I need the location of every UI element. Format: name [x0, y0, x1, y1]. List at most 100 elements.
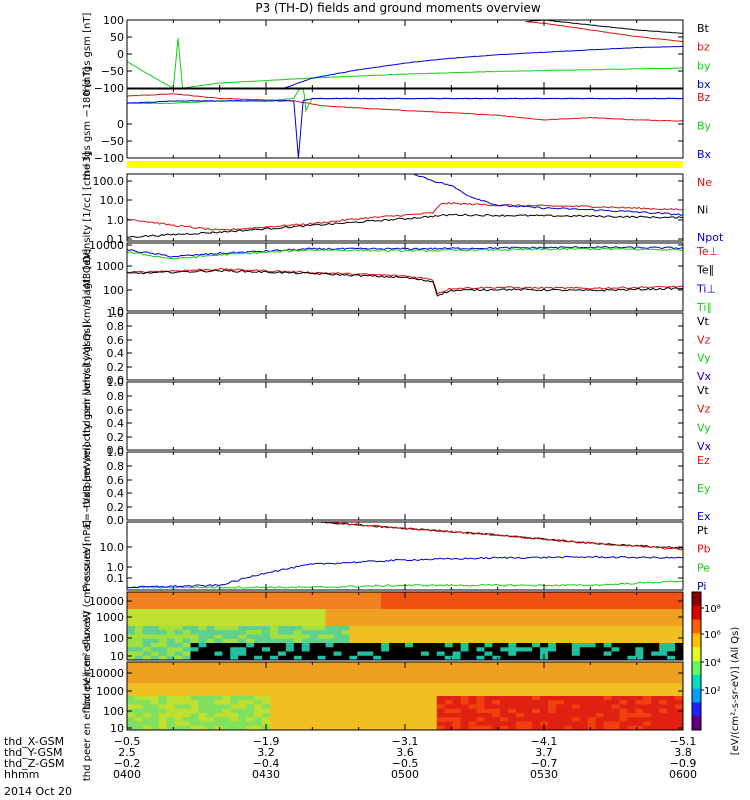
peir_spectrogram-cell — [412, 617, 422, 623]
peer_spectrogram-cell — [349, 725, 358, 731]
peer_spectrogram-cell — [659, 721, 668, 727]
peer_spectrogram-cell — [293, 708, 303, 714]
peer_spectrogram-cell — [357, 708, 366, 714]
peir_spectrogram-cell — [540, 634, 549, 640]
peer_spectrogram-cell — [269, 687, 279, 693]
peir_spectrogram-cell — [675, 630, 684, 635]
time-axis-row-label: thd_Z-GSM — [4, 757, 64, 770]
peer_spectrogram-cell — [293, 700, 303, 705]
peir_spectrogram-cell — [238, 651, 247, 657]
peir_spectrogram-cell — [134, 643, 144, 648]
peir_spectrogram-cell — [150, 604, 160, 610]
peer_spectrogram-cell — [309, 670, 319, 676]
peer_spectrogram-cell — [325, 666, 335, 671]
peer_spectrogram-cell — [627, 704, 636, 710]
peir_spectrogram-cell — [365, 630, 374, 635]
peir_spectrogram-cell — [158, 613, 168, 618]
peer_spectrogram-cell — [571, 662, 581, 667]
time-axis-tick-label: −0.4 — [253, 757, 280, 770]
peir_spectrogram-cell — [420, 643, 430, 648]
peir_spectrogram-cell — [365, 609, 374, 614]
peir_spectrogram-cell — [309, 617, 319, 623]
peer_spectrogram-cell — [293, 666, 303, 671]
peer_spectrogram-cell — [444, 696, 454, 701]
peer_spectrogram-cell — [603, 666, 613, 671]
peer_spectrogram-cell — [484, 696, 493, 701]
peir_spectrogram-cell — [309, 596, 319, 601]
peer_spectrogram-cell — [611, 674, 620, 680]
peer_spectrogram-cell — [381, 670, 390, 676]
peir_spectrogram-cell — [468, 647, 477, 652]
peir_spectrogram-cell — [619, 596, 628, 601]
peer_spectrogram-cell — [476, 725, 485, 731]
peir_spectrogram-cell — [333, 617, 342, 623]
peer_spectrogram-cell — [444, 662, 454, 667]
peir_spectrogram-cell — [412, 651, 422, 657]
peir_spectrogram-cell — [365, 634, 374, 640]
peer_spectrogram-cell — [325, 662, 335, 667]
peer_spectrogram-cell — [627, 725, 636, 731]
peir_spectrogram-cell — [254, 596, 263, 601]
peer_spectrogram-cell — [174, 704, 184, 710]
peir_spectrogram-cell — [381, 617, 390, 623]
peir_spectrogram-cell — [333, 651, 342, 657]
peir_spectrogram-cell — [349, 655, 358, 661]
peir_spectrogram-cell — [420, 621, 430, 627]
peer_spectrogram-cell — [222, 679, 231, 684]
peer_spectrogram-cell — [460, 708, 470, 714]
peer_spectrogram-cell — [309, 687, 319, 693]
peir_spectrogram-cell — [214, 621, 223, 627]
peer_spectrogram-cell — [675, 674, 684, 680]
peer_spectrogram-cell — [659, 708, 668, 714]
peer_spectrogram-cell — [269, 674, 279, 680]
peir_spectrogram-cell — [238, 655, 247, 661]
peir_spectrogram-cell — [651, 626, 660, 631]
peer_spectrogram-cell — [349, 713, 358, 718]
peir_spectrogram-cell — [571, 617, 581, 623]
peir_spectrogram-cell — [452, 600, 462, 606]
peer_spectrogram-cell — [150, 696, 160, 701]
peir_spectrogram-cell — [595, 621, 605, 627]
peir_spectrogram-cell — [238, 596, 247, 601]
fgs-legend-bz: bz — [697, 41, 710, 54]
peer_spectrogram-cell — [405, 696, 414, 701]
peer_spectrogram-cell — [269, 713, 279, 718]
peir_spectrogram-cell — [373, 630, 382, 635]
peir_spectrogram-cell — [619, 592, 628, 597]
peir_spectrogram-cell — [325, 621, 335, 627]
peir_spectrogram-cell — [238, 617, 247, 623]
peer_spectrogram-ytick-label: 10000 — [89, 667, 124, 680]
peer_spectrogram-cell — [262, 704, 271, 710]
peir_spectrogram-cell — [532, 634, 541, 640]
peir_spectrogram-cell — [222, 621, 231, 627]
peir_spectrogram-cell — [150, 609, 160, 614]
peir_spectrogram-cell — [619, 638, 628, 644]
peer_spectrogram-cell — [619, 683, 628, 688]
peir_spectrogram-cell — [508, 647, 517, 652]
fgs-series-bx — [284, 45, 684, 89]
peer_spectrogram-cell — [277, 662, 287, 667]
peir_spectrogram-cell — [134, 621, 144, 627]
peir_spectrogram-cell — [214, 613, 223, 618]
peir_spectrogram-cell — [492, 592, 501, 597]
peer_spectrogram-cell — [405, 674, 414, 680]
peer_spectrogram-cell — [619, 687, 628, 693]
peir_spectrogram-cell — [476, 604, 485, 610]
peer_spectrogram-cell — [579, 683, 589, 688]
peer_spectrogram-cell — [397, 704, 406, 710]
peir_spectrogram-cell — [293, 600, 303, 606]
peer_spectrogram-cell — [182, 691, 192, 697]
peer_spectrogram-cell — [627, 666, 636, 671]
time-axis-tick-label: −0.5 — [392, 757, 419, 770]
peer_spectrogram-cell — [277, 721, 287, 727]
peir_spectrogram-cell — [587, 613, 597, 618]
peer_spectrogram-cell — [373, 687, 382, 693]
peir_spectrogram-cell — [127, 655, 136, 661]
peir_spectrogram-cell — [587, 643, 597, 648]
peer_spectrogram-cell — [317, 721, 327, 727]
peer_spectrogram-cell — [492, 696, 501, 701]
peer_spectrogram-cell — [468, 721, 477, 727]
peer_spectrogram-cell — [436, 683, 446, 688]
peer_spectrogram-cell — [317, 683, 327, 688]
peer_spectrogram-cell — [452, 687, 462, 693]
